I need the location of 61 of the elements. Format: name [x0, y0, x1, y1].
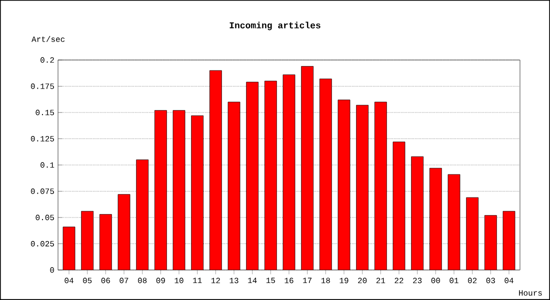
x-tick-label: 16	[284, 278, 294, 284]
bar	[172, 110, 186, 270]
x-tick-label: 18	[321, 278, 330, 284]
bar	[466, 197, 479, 270]
x-tick-label: 09	[156, 278, 165, 284]
bar	[191, 115, 204, 270]
bar	[118, 194, 130, 270]
bar	[502, 210, 516, 270]
x-tick-label: 01	[450, 278, 458, 284]
x-tick-label: 22	[394, 278, 404, 284]
x-axis-title: Hours	[519, 290, 542, 296]
x-tick-label: 07	[120, 278, 128, 284]
bar	[209, 70, 222, 270]
bar	[392, 142, 406, 270]
x-tick-label: 11	[193, 278, 202, 284]
bar	[448, 174, 460, 270]
bar	[228, 102, 240, 270]
bar	[282, 74, 296, 270]
x-tick-label: 03	[486, 278, 495, 284]
bar	[484, 215, 497, 270]
x-tick-label: 10	[174, 278, 184, 284]
y-tick-label: 0.125	[30, 136, 54, 142]
bar	[374, 102, 387, 270]
bar	[154, 110, 167, 270]
x-tick-label: 14	[248, 278, 257, 284]
x-tick-label: 19	[340, 278, 348, 284]
x-tick-label: 02	[468, 278, 477, 284]
x-tick-label: 21	[376, 278, 386, 284]
x-tick-label: 15	[266, 278, 275, 284]
bar	[136, 160, 149, 270]
bar	[99, 214, 112, 270]
bar	[81, 210, 94, 270]
x-tick-label: 12	[211, 278, 220, 284]
bar	[356, 104, 369, 270]
x-tick-label: 08	[138, 278, 147, 284]
y-tick-label: 0.075	[30, 188, 54, 194]
y-tick-label: 0.025	[30, 241, 54, 246]
bar	[246, 82, 259, 270]
y-tick-label: 0.05	[36, 214, 54, 220]
y-tick-label: 0.15	[36, 110, 54, 116]
y-tick-label: 0.1	[40, 162, 54, 168]
x-tick-label: 00	[431, 278, 440, 284]
x-tick-label: 04	[504, 278, 514, 284]
bar	[264, 80, 277, 270]
chart-title: Incoming articles	[230, 22, 320, 30]
bar	[429, 168, 442, 270]
y-axis-title: Art/sec	[32, 36, 65, 42]
bar	[301, 66, 314, 270]
x-tick-label: 17	[303, 278, 312, 284]
x-tick-label: 06	[101, 278, 110, 284]
y-tick-label: 0.2	[40, 57, 54, 63]
x-tick-label: 13	[230, 278, 238, 284]
bar	[319, 78, 332, 270]
bar	[338, 100, 350, 270]
bar	[411, 156, 424, 270]
x-tick-label: 05	[83, 278, 92, 284]
x-tick-label: 20	[358, 278, 367, 284]
x-tick-label: 23	[413, 278, 422, 284]
y-tick-label: 0	[50, 267, 54, 273]
y-tick-label: 0.175	[30, 84, 54, 89]
x-tick-label: 04	[64, 278, 74, 284]
